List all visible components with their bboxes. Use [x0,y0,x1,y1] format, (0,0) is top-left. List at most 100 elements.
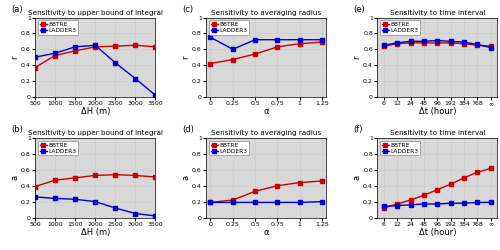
BBTRE [380,206,386,210]
LADDER3 [488,46,494,49]
X-axis label: ΔH (m): ΔH (m) [80,108,110,116]
LADDER3 [408,40,414,43]
LADDER3 [72,45,78,48]
LADDER3 [474,201,480,204]
BBTRE [408,198,414,202]
BBTRE [208,62,214,65]
Line: LADDER3: LADDER3 [209,36,324,51]
LADDER3 [394,204,400,207]
Line: BBTRE: BBTRE [34,44,157,69]
Line: LADDER3: LADDER3 [34,195,157,218]
LADDER3 [448,40,454,43]
BBTRE [32,66,38,69]
LADDER3 [32,56,38,59]
Text: (a): (a) [11,4,22,14]
LADDER3 [421,40,427,43]
Legend: BBTRE, LADDER3: BBTRE, LADDER3 [209,141,249,155]
BBTRE [132,174,138,177]
BBTRE [408,42,414,44]
X-axis label: Δt (hour): Δt (hour) [418,108,456,116]
BBTRE [296,181,302,184]
Line: LADDER3: LADDER3 [382,39,492,50]
X-axis label: α: α [264,108,269,116]
BBTRE [274,184,280,187]
LADDER3 [380,44,386,47]
Text: (f): (f) [353,125,362,134]
LADDER3 [461,202,467,205]
BBTRE [230,58,236,61]
LADDER3 [434,202,440,205]
LADDER3 [274,201,280,204]
LADDER3 [274,38,280,41]
BBTRE [252,52,258,56]
Title: Sensitivity to upper bound of integral: Sensitivity to upper bound of integral [28,10,162,16]
LADDER3 [208,36,214,39]
LADDER3 [112,61,118,64]
BBTRE [421,194,427,197]
BBTRE [319,40,325,43]
LADDER3 [152,94,158,97]
BBTRE [152,176,158,178]
BBTRE [208,201,214,204]
Text: (d): (d) [182,125,194,134]
BBTRE [112,44,118,48]
LADDER3 [52,52,58,55]
BBTRE [92,45,98,48]
BBTRE [461,176,467,179]
LADDER3 [380,205,386,208]
BBTRE [92,174,98,177]
Legend: BBTRE, LADDER3: BBTRE, LADDER3 [38,20,78,35]
Line: BBTRE: BBTRE [209,179,324,204]
BBTRE [394,42,400,45]
Title: Sensitivity to upper bound of integral: Sensitivity to upper bound of integral [28,130,162,136]
LADDER3 [92,44,98,47]
LADDER3 [421,202,427,205]
BBTRE [434,42,440,44]
Line: BBTRE: BBTRE [34,173,157,188]
BBTRE [230,198,236,202]
LADDER3 [474,43,480,46]
LADDER3 [32,195,38,198]
Line: LADDER3: LADDER3 [209,200,324,204]
LADDER3 [132,212,138,215]
Title: Sensitivity to averaging radius: Sensitivity to averaging radius [211,10,322,16]
BBTRE [474,171,480,174]
LADDER3 [152,214,158,218]
LADDER3 [72,198,78,201]
LADDER3 [92,200,98,203]
Legend: BBTRE, LADDER3: BBTRE, LADDER3 [209,20,249,35]
Y-axis label: a: a [352,175,362,180]
LADDER3 [408,203,414,206]
LADDER3 [230,48,236,51]
LADDER3 [461,40,467,43]
Y-axis label: r: r [352,56,362,59]
BBTRE [32,185,38,188]
BBTRE [252,190,258,193]
BBTRE [274,45,280,48]
LADDER3 [208,201,214,204]
Y-axis label: a: a [182,175,190,180]
BBTRE [474,44,480,47]
Y-axis label: r: r [182,56,190,59]
LADDER3 [252,38,258,41]
Y-axis label: a: a [10,175,20,180]
X-axis label: Δt (hour): Δt (hour) [418,228,456,237]
Text: (c): (c) [182,4,193,14]
Title: Sensitivity to time interval: Sensitivity to time interval [390,130,485,136]
BBTRE [394,202,400,205]
X-axis label: ΔH (m): ΔH (m) [80,228,110,237]
BBTRE [461,42,467,45]
Text: (e): (e) [353,4,364,14]
LADDER3 [230,201,236,204]
LADDER3 [112,206,118,210]
Text: (b): (b) [11,125,23,134]
BBTRE [152,45,158,48]
BBTRE [296,42,302,45]
BBTRE [380,44,386,48]
BBTRE [448,42,454,44]
BBTRE [488,167,494,170]
LADDER3 [52,197,58,200]
LADDER3 [434,39,440,42]
LADDER3 [296,38,302,41]
Line: LADDER3: LADDER3 [34,44,157,97]
